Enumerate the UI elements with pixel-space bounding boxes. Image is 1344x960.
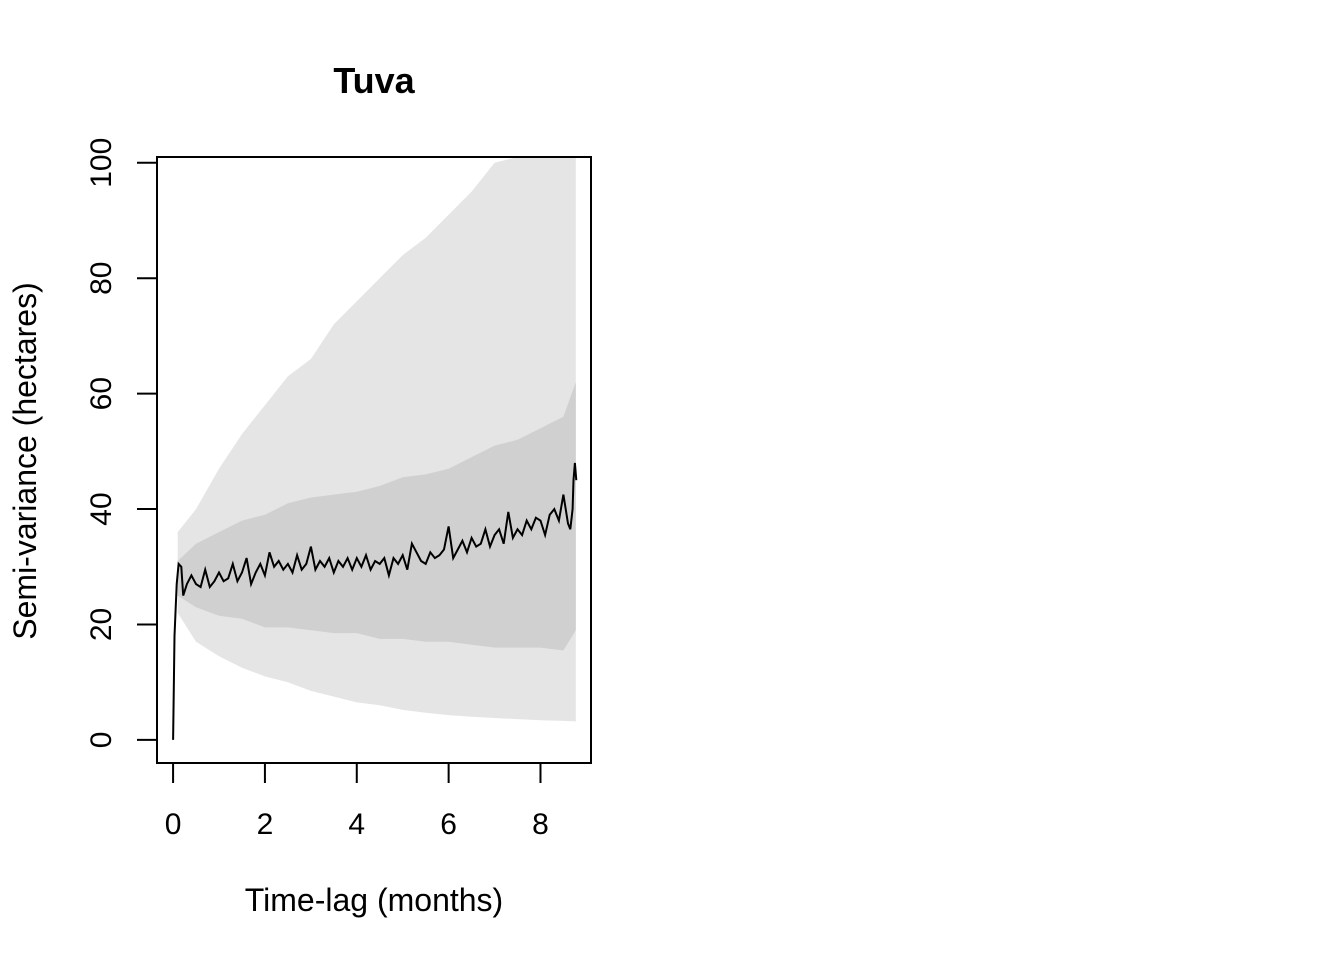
y-axis: 0 20 40 60 80 100 (85, 138, 158, 749)
y-axis-label: Semi-variance (hectares) (7, 282, 43, 639)
y-tick-label: 40 (85, 492, 118, 525)
y-tick-label: 80 (85, 262, 118, 295)
y-tick-label: 100 (85, 138, 118, 188)
y-tick-label: 0 (85, 732, 118, 749)
x-axis: 0 2 4 6 8 (165, 762, 549, 841)
x-tick-label: 4 (348, 808, 365, 841)
y-tick-label: 60 (85, 377, 118, 410)
x-tick-label: 8 (532, 808, 549, 841)
x-tick-label: 6 (440, 808, 457, 841)
chart-title: Tuva (333, 60, 415, 101)
y-tick-label: 20 (85, 608, 118, 641)
x-tick-label: 0 (165, 808, 182, 841)
plot-area (172, 157, 578, 740)
x-axis-label: Time-lag (months) (245, 882, 503, 918)
inner-confidence-band (177, 382, 576, 651)
x-tick-label: 2 (257, 808, 274, 841)
semivariance-line (172, 462, 578, 740)
